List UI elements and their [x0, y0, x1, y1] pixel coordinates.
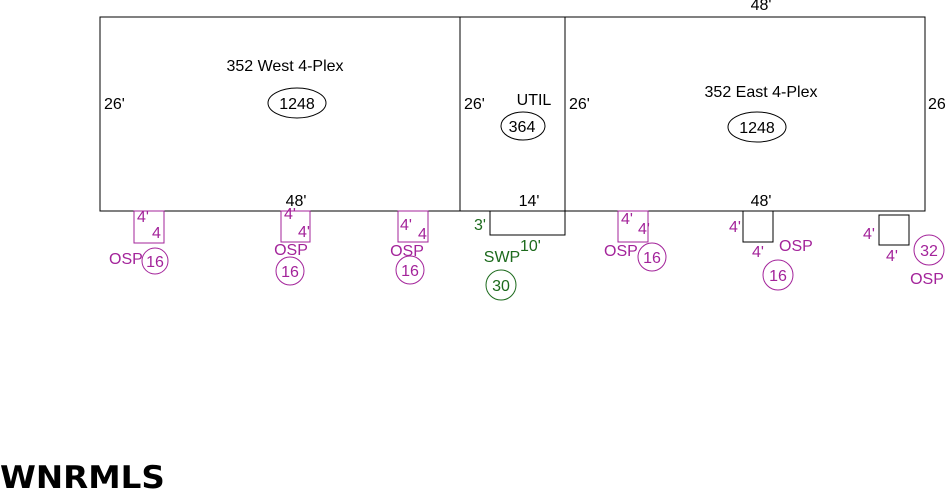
osp-dim-b: 4'	[638, 221, 650, 238]
west-area-ellipse	[267, 87, 327, 119]
osp-outline	[280, 210, 311, 243]
west-label: 352 West 4-Plex	[226, 58, 343, 75]
east-top-dim: 48'	[751, 0, 772, 14]
osp-area: 16	[281, 264, 299, 281]
osp-area-circle	[395, 255, 425, 285]
osp-outline	[397, 210, 429, 243]
east-label: 352 East 4-Plex	[705, 84, 818, 101]
east-left-dim: 26'	[569, 96, 590, 113]
swp-outline	[489, 210, 566, 236]
util-label: UTIL	[517, 92, 552, 109]
osp-dim-a: 4'	[729, 219, 741, 236]
osp-area: 32	[920, 243, 938, 260]
west-left-dim: 26'	[104, 96, 125, 113]
osp-label: OSP	[604, 243, 638, 260]
swp-label: SWP	[484, 249, 520, 266]
osp-dim-b: 4'	[886, 248, 898, 265]
west-bottom-dim: 48'	[286, 193, 307, 210]
osp-dim-b: 4'	[298, 224, 310, 241]
osp-dim-a: 4'	[284, 206, 296, 223]
osp-outline	[878, 214, 910, 246]
osp-label: OSP	[274, 242, 308, 259]
osp-label: OSP	[910, 271, 944, 288]
east-right-dim: 26	[928, 96, 946, 113]
osp-area-circle	[762, 259, 794, 291]
osp-area: 16	[643, 250, 661, 267]
osp-dim-b: 4	[152, 225, 161, 242]
osp-area: 16	[146, 254, 164, 271]
osp-dim-a: 4'	[400, 217, 412, 234]
swp-dim-a: 3'	[474, 217, 486, 234]
util-bottom-dim: 14'	[519, 193, 540, 210]
osp-dim-a: 4'	[621, 211, 633, 228]
osp-outline	[617, 210, 649, 243]
osp-area: 16	[769, 268, 787, 285]
west-area: 1248	[279, 96, 315, 113]
osp-area: 16	[401, 263, 419, 280]
osp-label: OSP	[390, 243, 424, 260]
wnrmls-logo: WNRMLS	[0, 460, 165, 496]
osp-outline	[133, 210, 165, 244]
osp-dim-b: 4'	[752, 244, 764, 261]
swp-area-circle	[485, 269, 517, 301]
util-area-ellipse	[500, 111, 546, 141]
util-left-dim: 26'	[464, 96, 485, 113]
swp-area: 30	[492, 278, 510, 295]
osp-label: OSP	[779, 238, 813, 255]
osp-label: OSP	[109, 251, 143, 268]
osp-area-circle	[275, 256, 305, 286]
swp-dim-b: 10'	[520, 238, 541, 255]
osp-area-circle	[913, 234, 945, 266]
east-bottom-dim: 48'	[751, 193, 772, 210]
osp-dim-b: 4	[418, 226, 427, 243]
osp-outline	[742, 210, 774, 243]
east-area: 1248	[739, 120, 775, 137]
osp-area-circle	[637, 242, 667, 272]
util-area: 364	[509, 119, 536, 136]
osp-dim-a: 4'	[137, 209, 149, 226]
osp-dim-a: 4'	[863, 226, 875, 243]
osp-area-circle	[141, 247, 169, 275]
east-area-ellipse	[727, 111, 787, 143]
